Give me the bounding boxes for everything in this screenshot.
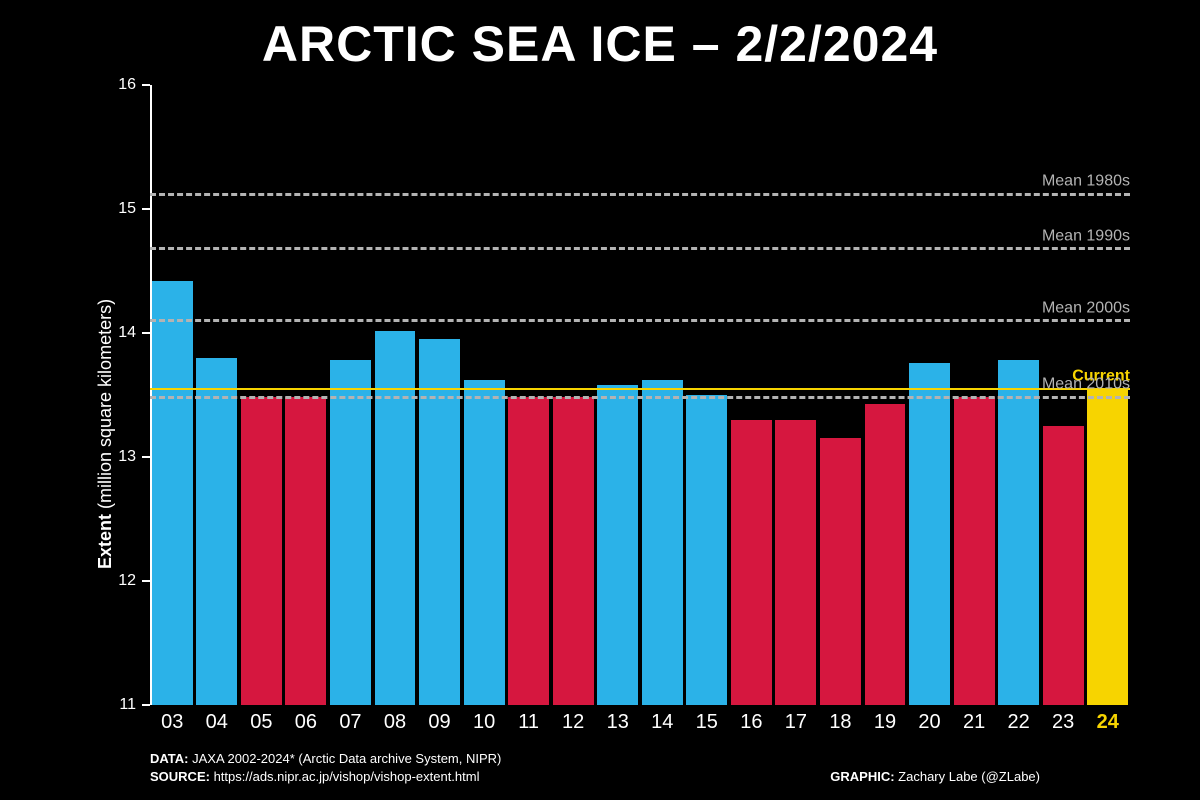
- x-tick-label: 18: [818, 705, 863, 734]
- bar: [998, 360, 1039, 705]
- footer-right: GRAPHIC: Zachary Labe (@ZLabe): [830, 768, 1040, 786]
- x-tick-label: 04: [195, 705, 240, 734]
- y-axis-title-bold: Extent: [95, 514, 115, 569]
- bar: [241, 397, 282, 705]
- y-tick-label: 15: [118, 200, 150, 218]
- x-tick-label: 16: [729, 705, 774, 734]
- bar: [954, 397, 995, 705]
- x-tick-label: 13: [595, 705, 640, 734]
- bar: [330, 360, 371, 705]
- y-tick-label: 16: [118, 76, 150, 94]
- footer-source-line: SOURCE: https://ads.nipr.ac.jp/vishop/vi…: [150, 768, 501, 786]
- footer-data-text: JAXA 2002-2024* (Arctic Data archive Sys…: [189, 751, 502, 766]
- reference-line: [150, 396, 1130, 399]
- bar: [775, 420, 816, 705]
- bar: [909, 363, 950, 705]
- reference-line: [150, 319, 1130, 322]
- x-tick-label: 20: [907, 705, 952, 734]
- y-tick-label: 13: [118, 448, 150, 466]
- x-tick-label: 06: [284, 705, 329, 734]
- x-tick-label: 09: [417, 705, 462, 734]
- x-tick-label: 21: [952, 705, 997, 734]
- footer-data-line: DATA: JAXA 2002-2024* (Arctic Data archi…: [150, 750, 501, 768]
- reference-line-label: Mean 1980s: [1042, 173, 1130, 191]
- bar: [1087, 389, 1128, 705]
- x-tick-label: 05: [239, 705, 284, 734]
- x-tick-label: 10: [462, 705, 507, 734]
- bar: [686, 395, 727, 705]
- bar: [731, 420, 772, 705]
- y-axis-title: Extent (million square kilometers): [95, 299, 116, 569]
- x-tick-label: 08: [373, 705, 418, 734]
- footer-graphic-label: GRAPHIC:: [830, 769, 894, 784]
- footer-data-label: DATA:: [150, 751, 189, 766]
- y-tick-label: 11: [119, 696, 150, 714]
- footer-graphic-text: Zachary Labe (@ZLabe): [895, 769, 1040, 784]
- reference-line: [150, 388, 1130, 390]
- x-tick-label: 17: [774, 705, 819, 734]
- footer-left: DATA: JAXA 2002-2024* (Arctic Data archi…: [150, 750, 501, 786]
- x-tick-label: 07: [328, 705, 373, 734]
- page-root: ARCTIC SEA ICE – 2/2/2024 11121314151603…: [0, 0, 1200, 800]
- chart-area: 1112131415160304050607080910111213141516…: [150, 85, 1130, 705]
- x-tick-label: 12: [551, 705, 596, 734]
- bar: [285, 397, 326, 705]
- y-tick-label: 14: [118, 324, 150, 342]
- bar: [642, 380, 683, 705]
- reference-line: [150, 193, 1130, 196]
- reference-line-label: Mean 2010s: [1042, 376, 1130, 394]
- x-tick-label: 24: [1085, 705, 1130, 734]
- bar: [597, 385, 638, 705]
- x-tick-label: 03: [150, 705, 195, 734]
- bar: [464, 380, 505, 705]
- reference-line-label: Mean 1990s: [1042, 227, 1130, 245]
- plot-area: 1112131415160304050607080910111213141516…: [150, 85, 1130, 705]
- reference-line: [150, 247, 1130, 250]
- x-tick-label: 22: [996, 705, 1041, 734]
- x-tick-label: 15: [685, 705, 730, 734]
- x-tick-label: 11: [506, 705, 551, 734]
- bar: [152, 281, 193, 705]
- footer-source-text: https://ads.nipr.ac.jp/vishop/vishop-ext…: [210, 769, 480, 784]
- x-tick-label: 23: [1041, 705, 1086, 734]
- bar: [820, 438, 861, 705]
- y-axis-title-rest: (million square kilometers): [95, 299, 115, 514]
- reference-line-label: Mean 2000s: [1042, 299, 1130, 317]
- x-tick-label: 19: [863, 705, 908, 734]
- footer-source-label: SOURCE:: [150, 769, 210, 784]
- x-tick-label: 14: [640, 705, 685, 734]
- bar: [375, 331, 416, 705]
- bar: [419, 339, 460, 705]
- chart-title: ARCTIC SEA ICE – 2/2/2024: [0, 15, 1200, 73]
- bar: [865, 404, 906, 705]
- y-tick-label: 12: [118, 572, 150, 590]
- bar: [1043, 426, 1084, 705]
- bar: [196, 358, 237, 705]
- bar: [553, 397, 594, 705]
- bar: [508, 397, 549, 705]
